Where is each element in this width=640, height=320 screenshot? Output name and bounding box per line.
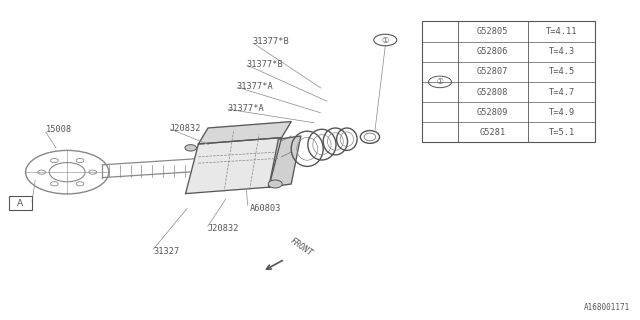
Text: J20832: J20832: [170, 124, 201, 132]
Text: G52805: G52805: [477, 27, 509, 36]
Text: G52807: G52807: [477, 67, 509, 76]
Text: 31377*B: 31377*B: [253, 37, 289, 46]
Ellipse shape: [185, 145, 196, 151]
Ellipse shape: [268, 180, 282, 188]
Text: T=4.11: T=4.11: [546, 27, 577, 36]
Text: J20832: J20832: [208, 224, 239, 233]
Text: 31377*B: 31377*B: [246, 60, 283, 68]
Text: T=4.3: T=4.3: [548, 47, 575, 56]
Bar: [422, 21, 595, 142]
Text: FRONT: FRONT: [288, 236, 314, 258]
Text: ①: ①: [381, 36, 389, 44]
Text: 15008: 15008: [46, 125, 72, 134]
Text: G52808: G52808: [477, 87, 509, 97]
Text: 31377*A: 31377*A: [227, 104, 264, 113]
Text: T=4.7: T=4.7: [548, 87, 575, 97]
Text: G52806: G52806: [477, 47, 509, 56]
Text: A: A: [17, 199, 24, 208]
Text: A168001171: A168001171: [584, 303, 630, 312]
Polygon shape: [186, 138, 282, 194]
Text: 31327: 31327: [154, 247, 180, 256]
Polygon shape: [269, 136, 301, 187]
Bar: [9, 196, 32, 210]
Text: 31377*A: 31377*A: [237, 82, 273, 91]
Text: A60803: A60803: [250, 204, 281, 212]
Text: G5281: G5281: [479, 128, 506, 137]
Polygon shape: [198, 122, 291, 144]
Text: G52809: G52809: [477, 108, 509, 117]
Text: ①: ①: [436, 77, 444, 86]
Text: T=4.9: T=4.9: [548, 108, 575, 117]
Text: T=4.5: T=4.5: [548, 67, 575, 76]
Text: T=5.1: T=5.1: [548, 128, 575, 137]
